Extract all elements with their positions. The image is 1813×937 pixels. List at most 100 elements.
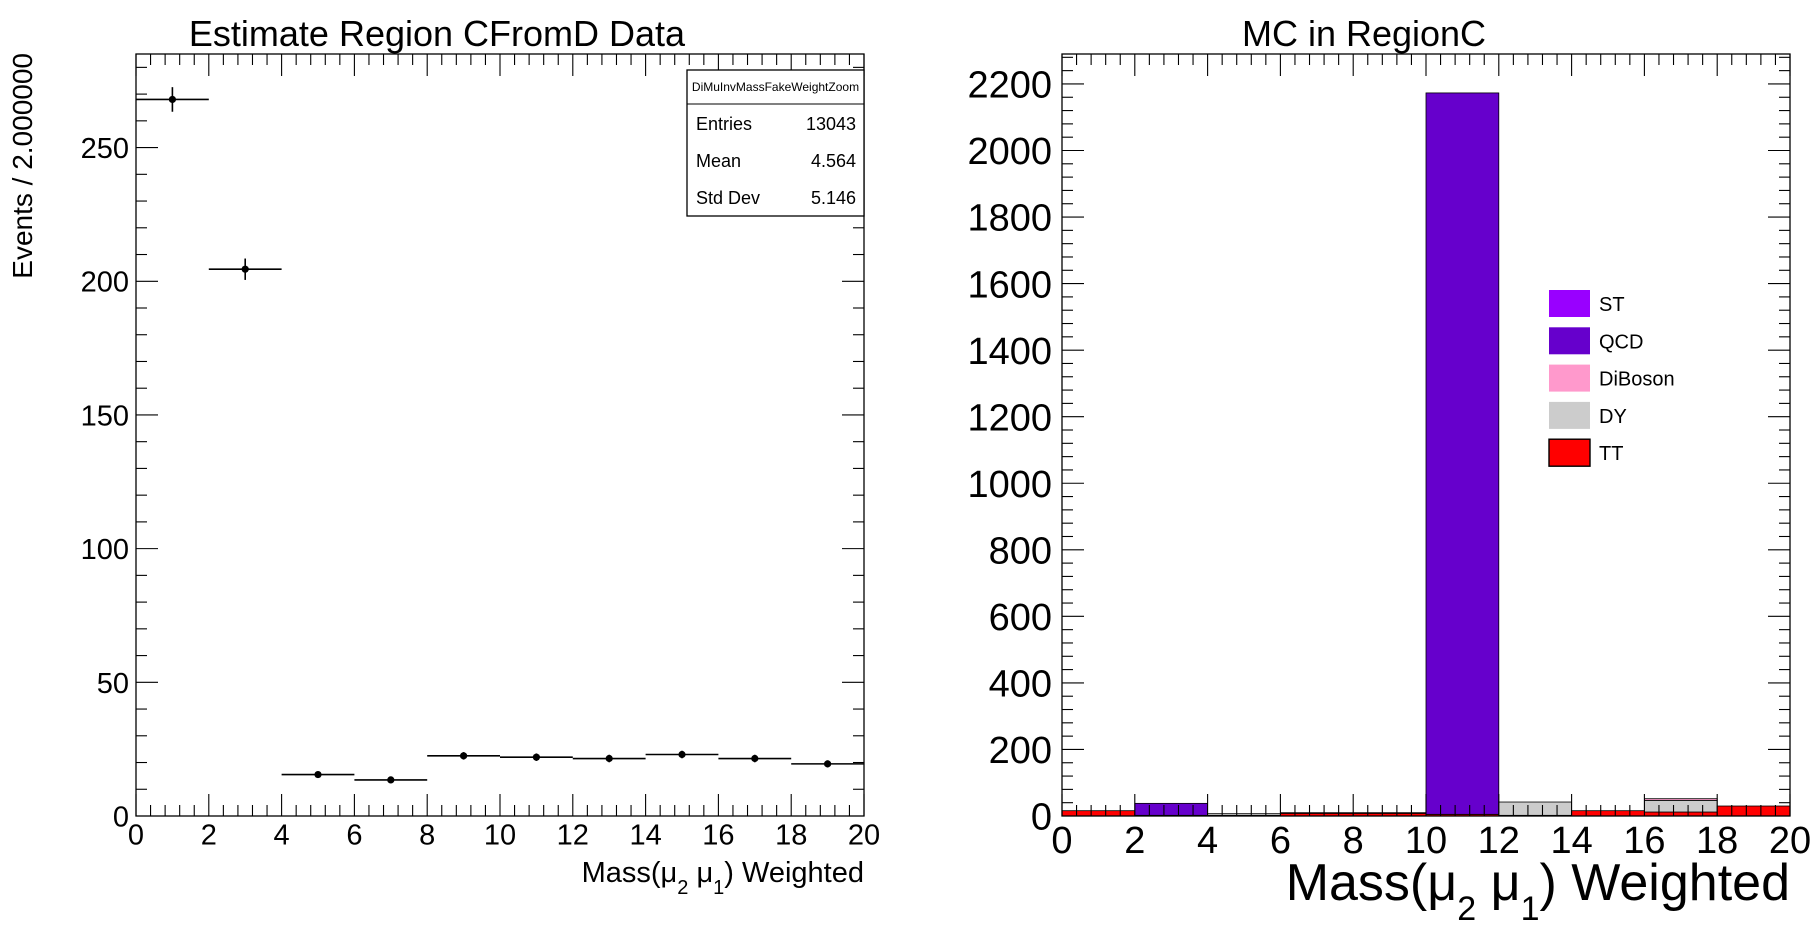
point-marker [751, 754, 759, 763]
legend-swatch [1548, 438, 1591, 467]
y-tick-label: 0 [113, 801, 129, 833]
point-marker [532, 753, 541, 761]
point-marker [460, 752, 468, 760]
left-plot-title: Estimate Region CFromD Data [189, 13, 686, 54]
y-tick-label: 1200 [967, 397, 1052, 439]
bar-segment-diboson [1644, 798, 1718, 801]
x-tick-label: 18 [1696, 820, 1738, 862]
x-tick-label: 16 [1623, 820, 1665, 862]
legend-entry: QCD [1549, 327, 1643, 355]
bar-segment-qcd [1425, 92, 1500, 815]
right-y-tick-labels: 0 200 400 600 800 1000 1200 1400 1600 1800 2000 220… [967, 65, 1052, 839]
data-point [281, 770, 355, 779]
legend-swatch [1549, 364, 1590, 392]
x-tick-label: 18 [775, 819, 807, 851]
stats-stddev-label: Std Dev [696, 188, 760, 208]
bar-segment-dy [1352, 812, 1427, 814]
stats-entries-label: Entries [696, 114, 752, 134]
right-plot-panel: MC in RegionC 0 2 4 6 8 10 12 14 16 18 20 0 200 400 6… [967, 13, 1811, 928]
y-tick-label: 600 [989, 597, 1052, 639]
y-tick-label: 400 [989, 664, 1052, 706]
data-point [427, 752, 500, 760]
data-point [208, 258, 282, 280]
y-tick-label: 50 [97, 668, 129, 700]
point-marker [605, 754, 613, 763]
legend-entry: DY [1549, 401, 1627, 429]
data-point [136, 87, 209, 112]
stats-mean-value: 4.564 [811, 151, 856, 171]
right-stacked-bars [1061, 92, 1791, 817]
y-tick-label: 150 [81, 400, 129, 432]
x-tick-label: 6 [1270, 820, 1291, 862]
legend-label: QCD [1599, 331, 1643, 353]
point-marker [168, 95, 176, 104]
right-x-axis-label: Mass(μ2 μ1) Weighted [1286, 854, 1790, 928]
legend-entry: DiBoson [1549, 364, 1675, 392]
legend-entry: ST [1549, 290, 1625, 317]
data-point [500, 753, 573, 761]
left-x-axis-label: Mass(μ2 μ1) Weighted [582, 857, 864, 899]
left-plot-panel: Estimate Region CFromD Data 0 2 4 6 8 10 12 14 1… [7, 13, 880, 899]
x-tick-label: 2 [201, 819, 217, 851]
legend-label: ST [1599, 294, 1625, 316]
y-tick-label: 100 [81, 534, 129, 566]
x-tick-label: 8 [419, 819, 435, 851]
bar-segment-dy [1644, 799, 1718, 813]
right-plot-title: MC in RegionC [1242, 13, 1486, 54]
x-tick-label: 4 [1197, 820, 1218, 862]
point-marker [387, 776, 395, 784]
stats-mean-label: Mean [696, 151, 741, 171]
bar-segment-tt [1571, 810, 1645, 817]
right-x-tick-labels: 0 2 4 6 8 10 12 14 16 18 20 [1051, 820, 1811, 862]
bar-segment-dy [1280, 812, 1354, 814]
x-tick-label: 20 [848, 819, 880, 851]
bar-segment-qcd [1134, 802, 1209, 816]
y-tick-label: 800 [989, 530, 1052, 572]
x-tick-label: 6 [346, 819, 362, 851]
y-tick-label: 0 [1031, 797, 1052, 839]
legend-label: DiBoson [1599, 369, 1675, 391]
y-tick-label: 250 [81, 133, 129, 165]
legend-label: TT [1599, 443, 1623, 465]
stats-box-title: DiMuInvMassFakeWeightZoom [692, 80, 859, 94]
x-tick-label: 10 [484, 819, 516, 851]
x-tick-label: 14 [1550, 820, 1592, 862]
y-tick-label: 1000 [967, 464, 1052, 506]
legend-entry: TT [1548, 438, 1623, 467]
right-axis-ticks [1061, 54, 1791, 817]
stats-stddev-value: 5.146 [811, 188, 856, 208]
data-point [791, 760, 864, 768]
x-tick-label: 20 [1769, 820, 1811, 862]
x-tick-label: 2 [1124, 820, 1145, 862]
legend-label: DY [1599, 406, 1627, 428]
y-tick-label: 1400 [967, 331, 1052, 373]
legend: ST QCD DiBoson DY TT [1548, 290, 1675, 467]
x-tick-label: 8 [1343, 820, 1364, 862]
y-tick-label: 2000 [967, 131, 1052, 173]
bar-segment-dy [1207, 813, 1281, 816]
left-data-points [136, 87, 864, 784]
x-tick-label: 0 [1051, 820, 1072, 862]
legend-swatch [1549, 290, 1590, 317]
bar-segment-tt [1716, 805, 1791, 817]
data-point [718, 754, 792, 763]
y-tick-label: 200 [989, 730, 1052, 772]
stats-entries-value: 13043 [806, 114, 856, 134]
y-tick-label: 1800 [967, 198, 1052, 240]
bar-segment-tt [1061, 810, 1136, 817]
x-tick-label: 14 [629, 819, 661, 851]
bar-segment-dy [1498, 801, 1573, 816]
y-tick-label: 1600 [967, 264, 1052, 306]
left-y-axis-label: Events / 2.000000 [7, 53, 38, 279]
data-point [354, 776, 428, 784]
x-tick-label: 12 [1478, 820, 1520, 862]
data-point [572, 754, 646, 763]
left-y-tick-labels: 0 50 100 150 200 250 [81, 133, 129, 833]
left-x-tick-labels: 0 2 4 6 8 10 12 14 16 18 20 [128, 819, 880, 851]
x-tick-label: 4 [274, 819, 290, 851]
point-marker [678, 750, 686, 759]
stats-box: DiMuInvMassFakeWeightZoom Entries 13043 … [686, 69, 865, 217]
point-marker [824, 760, 832, 768]
point-marker [314, 770, 322, 779]
x-tick-label: 0 [128, 819, 144, 851]
